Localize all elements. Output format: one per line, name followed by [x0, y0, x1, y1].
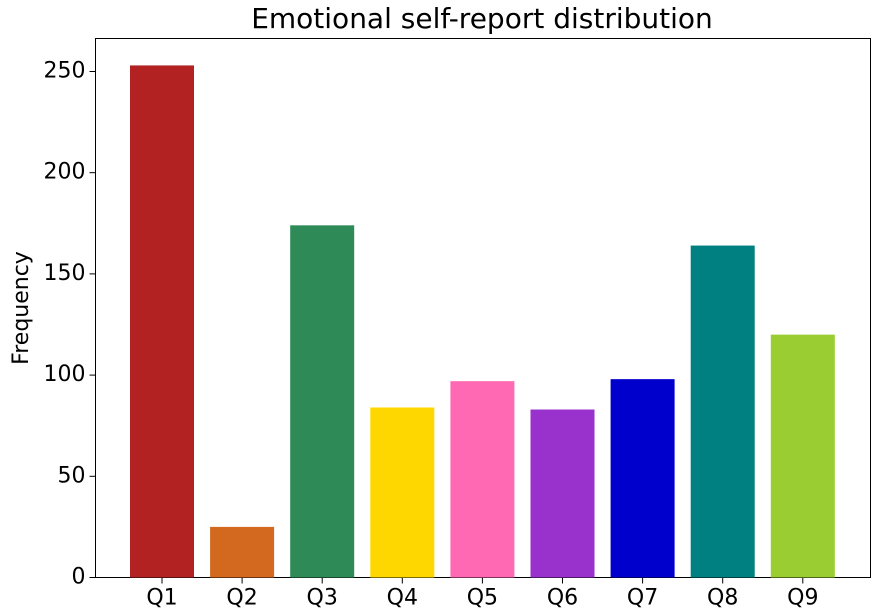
bar	[210, 526, 275, 578]
x-tick-label: Q5	[467, 586, 498, 611]
bar	[450, 381, 515, 578]
y-tick-label: 200	[44, 160, 86, 185]
y-tick-label: 250	[44, 58, 86, 83]
y-tick-label: 0	[72, 565, 86, 590]
x-tick-label: Q1	[146, 586, 177, 611]
x-tick-label: Q6	[547, 586, 578, 611]
bar	[370, 407, 435, 578]
x-tick-label: Q7	[627, 586, 658, 611]
x-tick-label: Q8	[707, 586, 738, 611]
bar	[610, 379, 675, 578]
x-tick-label: Q3	[307, 586, 338, 611]
bar	[530, 409, 595, 578]
x-tick-label: Q2	[226, 586, 257, 611]
y-tick-label: 100	[44, 362, 86, 387]
bar	[770, 334, 835, 578]
y-axis-label: Frequency	[9, 251, 34, 365]
chart-title: Emotional self-report distribution	[251, 2, 713, 35]
bar	[290, 225, 355, 578]
x-tick-label: Q4	[387, 586, 418, 611]
x-tick-label: Q9	[787, 586, 818, 611]
y-tick-label: 50	[58, 463, 86, 488]
y-tick-label: 150	[44, 261, 86, 286]
bar	[690, 245, 755, 578]
bar	[130, 65, 194, 578]
